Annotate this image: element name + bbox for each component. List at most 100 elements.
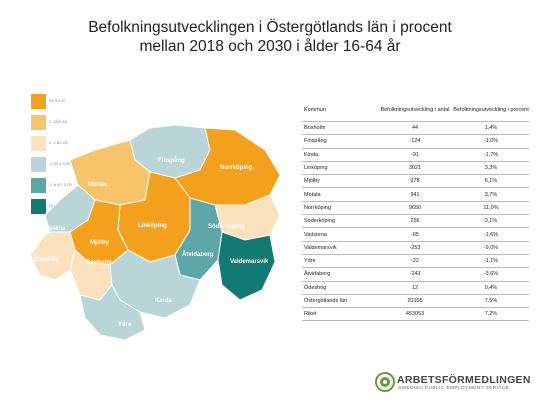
table-row: Ydre -22 -1,1% xyxy=(302,253,529,268)
legend-label: 0 ,2 Å0 2Å xyxy=(49,140,68,145)
page-title: Befolkningsutvecklingen i Östergötlands … xyxy=(0,18,540,56)
map-label-valdemarsvik: Valdemarsvik xyxy=(230,259,269,265)
legend-swatch xyxy=(31,157,46,172)
table-cell-name: Söderköping xyxy=(302,214,377,228)
table-cell-num: -91 xyxy=(377,147,453,162)
table-row: Motala 941 3,7% xyxy=(302,187,529,202)
table-cell-name: Finspång xyxy=(302,134,377,149)
column-header-procent: Befolkningsutveckling i procent xyxy=(453,107,529,113)
table-cell-pct: -3,6% xyxy=(453,267,529,282)
map-label-ydre: Ydre xyxy=(118,322,132,328)
title-line-2: mellan 2018 och 2030 i ålder 16-64 år xyxy=(139,38,401,55)
map-label-mjolby: Mjölby xyxy=(90,240,110,246)
table-cell-num: -65 xyxy=(377,227,453,242)
region-valdemarsvik xyxy=(217,231,276,301)
region-ydre xyxy=(79,284,146,341)
table-cell-name: Motala xyxy=(302,187,377,202)
table-cell-pct: 1,4% xyxy=(453,120,529,135)
table-cell-num: 44 xyxy=(377,120,453,135)
region-odeshog xyxy=(29,231,76,281)
map-label-boxholm: Boxholm xyxy=(86,260,112,266)
map-label-atvidaberg: Åtvidaberg xyxy=(182,251,214,258)
table-cell-pct: 6,1% xyxy=(453,174,529,188)
table-cell-name: Linköping xyxy=(302,160,377,175)
table-cell-name: Boxholm xyxy=(302,120,377,135)
map-label-vadstena: Vadstena xyxy=(39,226,66,232)
table-cell-num: 12 xyxy=(377,280,453,295)
table-row: Söderköping 256 3,1% xyxy=(302,214,529,228)
table-cell-name: Riket xyxy=(302,307,377,322)
table-row: Mjölby 978 6,1% xyxy=(302,174,529,188)
table-cell-num: 978 xyxy=(377,174,453,188)
map-label-motala: Motala xyxy=(88,182,108,188)
table-row: Vadstena -65 -1,6% xyxy=(302,227,529,242)
map-label-kinda: Kinda xyxy=(155,298,172,304)
table-row: Ödeshög 12 0,4% xyxy=(302,280,529,295)
table-cell-name: Valdemarsvik xyxy=(302,240,377,255)
table-row: Linköping 3021 3,3% xyxy=(302,160,529,175)
table-cell-name: Vadstena xyxy=(302,227,377,242)
legend-swatch xyxy=(31,115,46,130)
table-cell-pct: 7,5% xyxy=(453,293,529,308)
table-cell-pct: 3,1% xyxy=(453,214,529,228)
title-line-1: Befolkningsutvecklingen i Östergötlands … xyxy=(88,19,452,36)
legend-swatch xyxy=(31,178,46,193)
table-cell-name: Ödeshög xyxy=(302,280,377,295)
table-cell-pct: 3,3% xyxy=(453,160,529,175)
legend-swatch xyxy=(31,199,46,214)
column-header-antal: Befolkningsutveckling i antal xyxy=(380,107,450,113)
table-cell-num: 941 xyxy=(377,187,453,202)
table-cell-num: 9650 xyxy=(377,200,453,215)
table-cell-num: 453053 xyxy=(377,307,453,322)
table-row: Kinda -91 -1,7% xyxy=(302,147,529,162)
table-cell-pct: -1,0% xyxy=(453,134,529,149)
table-cell-num: 3021 xyxy=(377,160,453,175)
table-row: Östergötlands län 20105 7,5% xyxy=(302,293,529,308)
map-label-linkoping: Linköping xyxy=(138,223,167,229)
table-row: Boxholm 44 1,4% xyxy=(302,120,529,135)
map-label-odeshog: Ödeshög xyxy=(33,256,59,263)
table-cell-num: -124 xyxy=(377,134,453,149)
table-row: Åtvidaberg -243 -3,6% xyxy=(302,267,529,282)
table-cell-pct: 3,7% xyxy=(453,187,529,202)
table-cell-num: 20105 xyxy=(377,293,453,308)
logo-tagline: SWEDISH PUBLIC EMPLOYMENT SERVICE xyxy=(398,386,510,391)
legend-swatch xyxy=(31,94,46,109)
table-cell-pct: 7,2% xyxy=(453,307,529,322)
table-cell-name: Östergötlands län xyxy=(302,293,377,308)
table-cell-num: 256 xyxy=(377,214,453,228)
legend-label: Pri 5 à 57 xyxy=(49,98,67,103)
table-cell-num: -22 xyxy=(377,253,453,268)
table-cell-name: Kinda xyxy=(302,147,377,162)
table-cell-name: Norrköping xyxy=(302,200,377,215)
table-row: Finspång -124 -1,0% xyxy=(302,134,529,149)
legend-swatch xyxy=(31,136,46,151)
table-cell-pct: 11,0% xyxy=(453,200,529,215)
table-cell-name: Ydre xyxy=(302,253,377,268)
table-cell-num: -243 xyxy=(377,267,453,282)
table-row: Valdemarsvik -253 -9,0% xyxy=(302,240,529,255)
legend-label: -1 à 00 -2,00 xyxy=(49,182,72,187)
table-body: Boxholm 44 1,4% Finspång -124 -1,0% Kinda -91 -1… xyxy=(302,120,529,322)
table-cell-pct: -1,1% xyxy=(453,253,529,268)
column-header-kommun: Kommun xyxy=(304,107,327,113)
table-row: Norrköping 9650 11,0% xyxy=(302,200,529,215)
table-cell-pct: -1,6% xyxy=(453,227,529,242)
table-cell-pct: -9,0% xyxy=(453,240,529,255)
table-header-row: Kommun Befolkningsutveckling i antal Bef… xyxy=(302,99,529,122)
table-row: Riket 453053 7,2% xyxy=(302,307,529,322)
logo-name: ARBETSFÖRMEDLINGEN xyxy=(397,374,531,386)
table-cell-pct: -1,7% xyxy=(453,147,529,162)
table-cell-num: -253 xyxy=(377,240,453,255)
table-cell-name: Mjölby xyxy=(302,174,377,188)
map-label-soderkoping: Söderköping xyxy=(208,224,245,230)
logo-icon xyxy=(375,372,395,392)
table-cell-pct: 0,4% xyxy=(453,280,529,295)
population-table: Kommun Befolkningsutveckling i antal Bef… xyxy=(302,99,529,322)
legend-label: 2 ,0ÅÅ 1Å xyxy=(49,119,68,124)
table-cell-name: Åtvidaberg xyxy=(302,267,377,282)
legend-label: -2,00 à 0,00 xyxy=(49,161,71,166)
map-label-norrkoping: Norrköping xyxy=(220,165,253,171)
map-label-finspang: Finspång xyxy=(158,157,185,164)
